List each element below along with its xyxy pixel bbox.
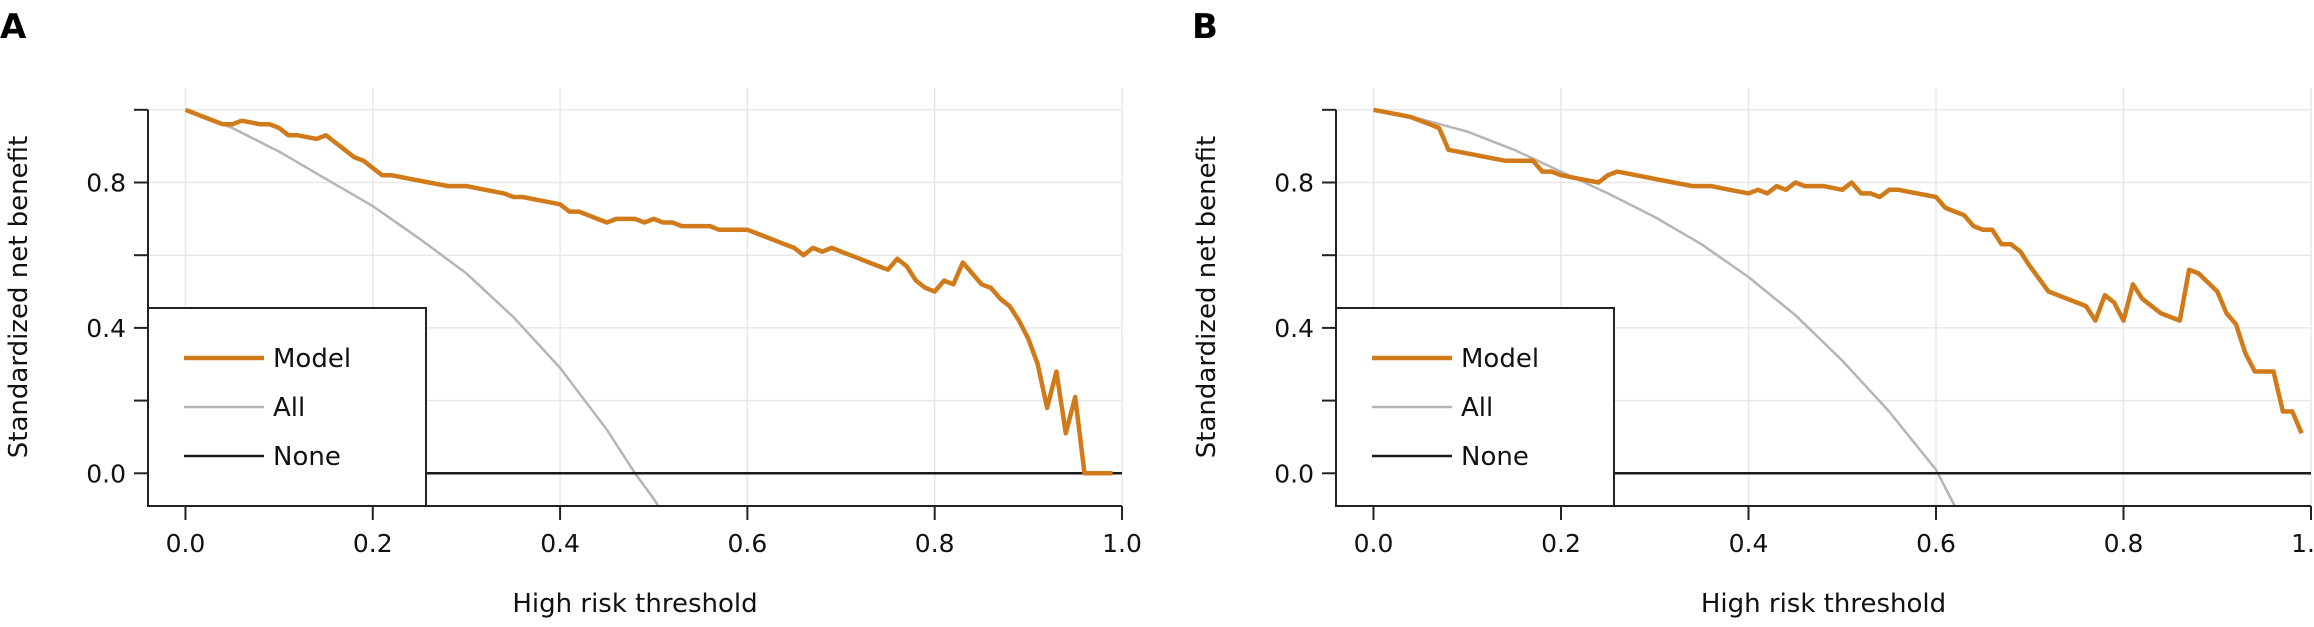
panel-b-x-tick-label-0: 0.0	[1354, 529, 1394, 558]
panel-a-y-tick-label-2: 0.4	[86, 314, 126, 343]
panel-b-x-axis-title: High risk threshold	[1701, 589, 1946, 619]
panel-b: B 0.0 0.4 0.8 0.0 0.2 0.4 0.6 0.8 1.0 High risk t…	[1192, 7, 2314, 619]
panel-a-series-model-line	[184, 107, 1113, 476]
panel-b-x-tick-label-2: 0.4	[1729, 529, 1769, 558]
panel-b-x-tick-label-3: 0.6	[1916, 529, 1956, 558]
panel-b-series-all-line	[1373, 108, 1956, 507]
panel-a-x-tick-label-1: 0.2	[353, 529, 393, 558]
panel-b-x-tick-label-4: 0.8	[2104, 529, 2144, 558]
panel-a-legend-label-all: All	[273, 393, 305, 423]
panel-b-y-tick-label-2: 0.4	[1274, 314, 1314, 343]
panel-a-legend: Model All None	[147, 307, 427, 507]
panel-b-legend-label-none: None	[1461, 442, 1529, 472]
panel-b-x-tick-label-5: 1.0	[2291, 529, 2314, 558]
panel-a-legend-label-none: None	[273, 442, 341, 472]
panel-b-legend-label-model: Model	[1461, 344, 1539, 374]
panel-a-x-tick-label-5: 1.0	[1102, 529, 1142, 558]
panel-b-series-model-line	[1373, 107, 2304, 435]
panel-b-legend: Model All None	[1335, 307, 1615, 507]
panel-a-y-tick-label-0: 0.0	[86, 459, 126, 488]
panel-a-x-axis-title: High risk threshold	[512, 589, 757, 619]
panel-a-axes: 0.0 0.4 0.8 0.0 0.2 0.4 0.6 0.8 1.0 High risk thr…	[4, 108, 1142, 619]
panel-a-label: A	[0, 7, 27, 47]
panel-a-x-tick-label-4: 0.8	[915, 529, 955, 558]
panel-b-x-tick-label-1: 0.2	[1541, 529, 1581, 558]
panel-b-legend-label-all: All	[1461, 393, 1493, 423]
panel-a: A 0.0 0.4 0.8 0.0 0.2 0.4 0.6 0.8 1.0 High risk t…	[0, 7, 1142, 619]
panel-a-x-tick-label-0: 0.0	[166, 529, 206, 558]
panel-a-x-tick-label-3: 0.6	[728, 529, 768, 558]
panel-b-label: B	[1192, 7, 1218, 47]
panel-b-y-axis-title: Standardized net benefit	[1192, 136, 1222, 458]
panel-a-legend-label-model: Model	[273, 344, 351, 374]
panel-b-y-tick-label-0: 0.0	[1274, 459, 1314, 488]
panel-a-y-tick-label-4: 0.8	[86, 169, 126, 198]
panel-a-x-tick-label-2: 0.4	[540, 529, 580, 558]
panel-a-y-axis-title: Standardized net benefit	[4, 136, 34, 458]
panel-b-y-tick-label-4: 0.8	[1274, 169, 1314, 198]
